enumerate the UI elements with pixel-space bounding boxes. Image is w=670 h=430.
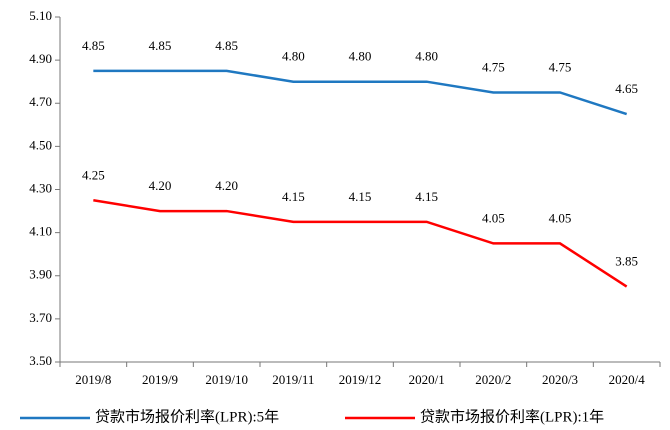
data-label: 4.80 — [349, 49, 372, 64]
data-label: 4.80 — [282, 49, 305, 64]
legend-label: 贷款市场报价利率(LPR):1年 — [420, 408, 604, 425]
x-tick-label: 2020/2 — [475, 372, 511, 387]
x-tick-label: 2019/12 — [339, 372, 382, 387]
y-tick-label: 4.70 — [29, 94, 52, 109]
data-label: 4.15 — [282, 189, 305, 204]
data-label: 3.85 — [615, 254, 638, 269]
y-tick-label: 3.50 — [29, 353, 52, 368]
y-tick-label: 4.10 — [29, 224, 52, 239]
data-label: 4.75 — [549, 59, 572, 74]
data-label: 4.65 — [615, 81, 638, 96]
data-label: 4.75 — [482, 59, 505, 74]
x-tick-label: 2020/4 — [609, 372, 646, 387]
y-tick-label: 3.90 — [29, 267, 52, 282]
data-label: 4.85 — [149, 38, 172, 53]
x-tick-label: 2019/8 — [75, 372, 111, 387]
data-label: 4.15 — [349, 189, 372, 204]
x-tick-label: 2020/3 — [542, 372, 578, 387]
data-label: 4.20 — [149, 178, 172, 193]
x-tick-label: 2019/11 — [272, 372, 314, 387]
series-line — [93, 199, 628, 288]
y-tick-label: 3.70 — [29, 310, 52, 325]
y-tick-label: 5.10 — [29, 8, 52, 23]
y-tick-label: 4.50 — [29, 137, 52, 152]
x-tick-label: 2019/9 — [142, 372, 178, 387]
data-label: 4.05 — [482, 210, 505, 225]
series-line — [93, 69, 628, 116]
data-label: 4.15 — [415, 189, 438, 204]
legend-label: 贷款市场报价利率(LPR):5年 — [95, 408, 279, 425]
x-tick-label: 2019/10 — [205, 372, 248, 387]
data-label: 4.80 — [415, 49, 438, 64]
y-tick-label: 4.90 — [29, 51, 52, 66]
y-tick-label: 4.30 — [29, 180, 52, 195]
data-label: 4.85 — [82, 38, 105, 53]
data-label: 4.25 — [82, 167, 105, 182]
data-label: 4.85 — [215, 38, 238, 53]
data-label: 4.20 — [215, 178, 238, 193]
x-tick-label: 2020/1 — [409, 372, 445, 387]
data-label: 4.05 — [549, 210, 572, 225]
